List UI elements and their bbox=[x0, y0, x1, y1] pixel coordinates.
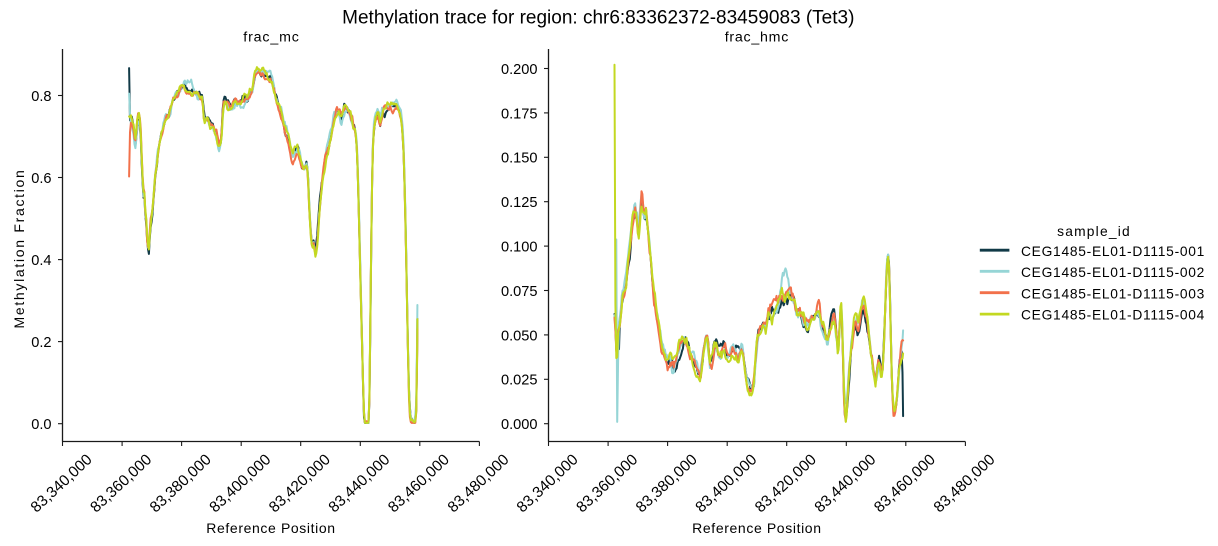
svg-text:0.0: 0.0 bbox=[31, 417, 51, 433]
svg-text:0.050: 0.050 bbox=[501, 328, 538, 344]
svg-text:0.175: 0.175 bbox=[501, 106, 538, 122]
svg-text:Reference Position: Reference Position bbox=[692, 520, 821, 536]
svg-text:Methylation trace for region:: Methylation trace for region: chr6:83362… bbox=[342, 7, 854, 28]
svg-text:0.125: 0.125 bbox=[501, 195, 538, 211]
svg-text:frac_hmc: frac_hmc bbox=[725, 29, 789, 45]
svg-text:0.150: 0.150 bbox=[501, 151, 538, 167]
svg-text:0.100: 0.100 bbox=[501, 240, 538, 256]
svg-text:CEG1485-EL01-D1115-001: CEG1485-EL01-D1115-001 bbox=[1021, 244, 1205, 259]
svg-text:0.6: 0.6 bbox=[31, 171, 51, 187]
svg-text:Reference Position: Reference Position bbox=[206, 520, 335, 536]
svg-text:sample_id: sample_id bbox=[1057, 224, 1131, 239]
svg-text:0.000: 0.000 bbox=[501, 417, 538, 433]
svg-text:0.4: 0.4 bbox=[31, 253, 51, 269]
svg-text:CEG1485-EL01-D1115-003: CEG1485-EL01-D1115-003 bbox=[1021, 286, 1205, 301]
svg-text:0.2: 0.2 bbox=[31, 335, 51, 351]
svg-text:frac_mc: frac_mc bbox=[243, 29, 299, 45]
svg-text:Methylation Fraction: Methylation Fraction bbox=[11, 168, 27, 328]
svg-text:0.025: 0.025 bbox=[501, 373, 538, 389]
svg-text:0.075: 0.075 bbox=[501, 284, 538, 300]
svg-text:0.8: 0.8 bbox=[31, 89, 51, 105]
svg-text:CEG1485-EL01-D1115-002: CEG1485-EL01-D1115-002 bbox=[1021, 265, 1205, 280]
svg-text:CEG1485-EL01-D1115-004: CEG1485-EL01-D1115-004 bbox=[1021, 308, 1205, 323]
svg-text:0.200: 0.200 bbox=[501, 62, 538, 78]
